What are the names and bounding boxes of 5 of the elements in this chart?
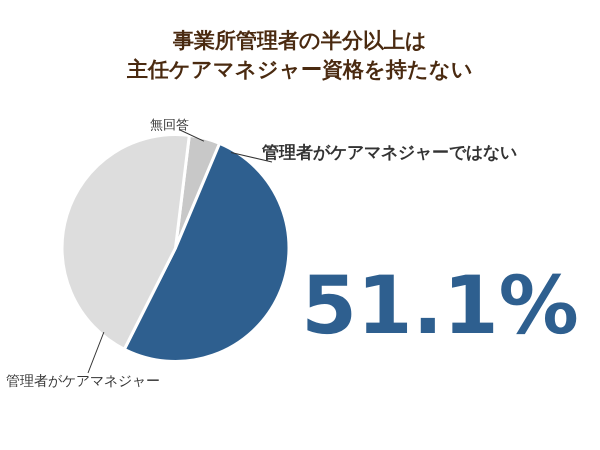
slice-label: 管理者がケアマネジャーではない [261,142,517,163]
slice-label: 無回答 [150,118,189,133]
chart-title: 事業所管理者の半分以上は主任ケアマネジャー資格を持たない [126,28,473,82]
data-label: 51.1% [301,258,579,352]
slice-label: 管理者がケアマネジャー [6,374,160,390]
